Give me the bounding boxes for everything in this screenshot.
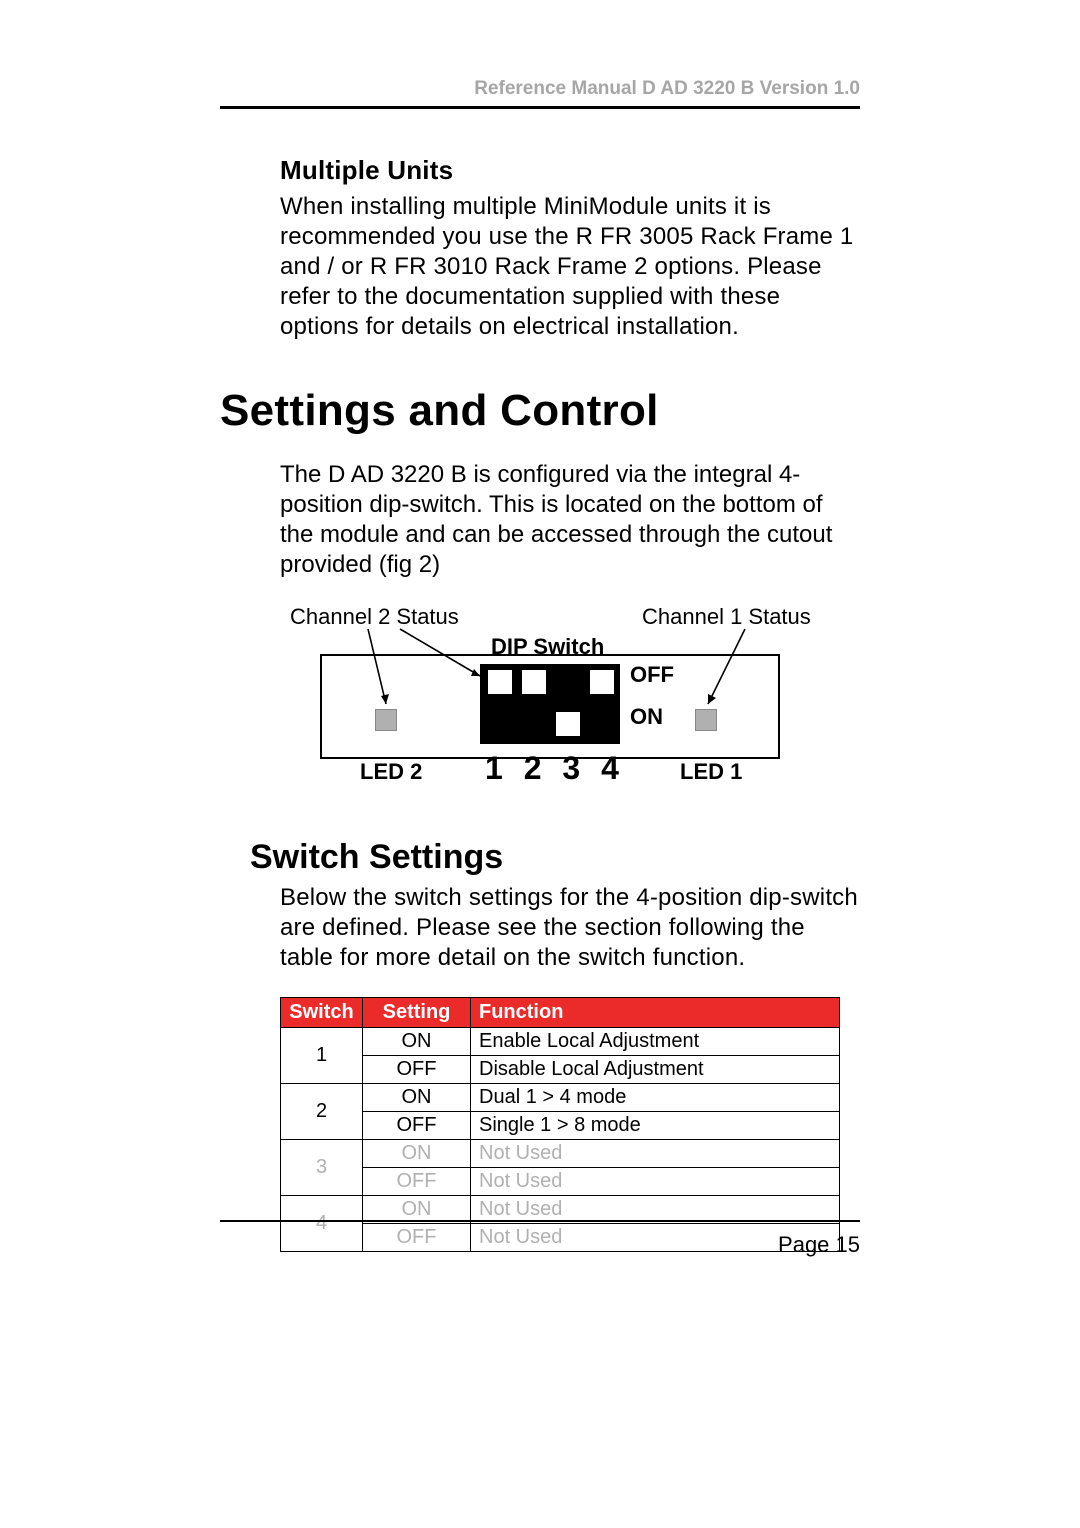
switch-settings-table: Switch Setting Function 1ONEnable Local … [280, 997, 840, 1252]
led-2 [375, 709, 397, 731]
running-header: Reference Manual D AD 3220 B Version 1.0 [220, 78, 860, 109]
col-function: Function [471, 998, 840, 1028]
page-number: Page 15 [220, 1232, 860, 1258]
dip-switch-diagram: Channel 2 Status Channel 1 Status DIP Sw… [280, 604, 840, 794]
cell-function: Not Used [471, 1140, 840, 1168]
section-multiple-units: Multiple Units When installing multiple … [220, 155, 860, 342]
cell-function: Single 1 > 8 mode [471, 1112, 840, 1140]
table-row: OFFSingle 1 > 8 mode [281, 1112, 840, 1140]
label-channel-2-status: Channel 2 Status [290, 604, 459, 630]
dip-switch-4 [590, 670, 614, 694]
cell-setting: ON [363, 1084, 471, 1112]
intro-settings-and-control: The D AD 3220 B is configured via the in… [280, 460, 860, 580]
table-row: OFFDisable Local Adjustment [281, 1056, 840, 1084]
label-dip-numbers: 1 2 3 4 [485, 750, 625, 787]
dip-switch-1 [488, 670, 512, 694]
dip-switch-3 [556, 712, 580, 736]
cell-setting: ON [363, 1028, 471, 1056]
col-setting: Setting [363, 998, 471, 1028]
heading-settings-and-control: Settings and Control [220, 386, 860, 436]
cell-function: Dual 1 > 4 mode [471, 1084, 840, 1112]
body-multiple-units: When installing multiple MiniModule unit… [280, 192, 860, 342]
table-row: 2ONDual 1 > 4 mode [281, 1084, 840, 1112]
label-led-2: LED 2 [360, 759, 422, 785]
cell-switch: 3 [281, 1140, 363, 1196]
cell-switch: 2 [281, 1084, 363, 1140]
cell-function: Enable Local Adjustment [471, 1028, 840, 1056]
cell-switch: 1 [281, 1028, 363, 1084]
table-row: OFFNot Used [281, 1168, 840, 1196]
footer-rule [220, 1220, 860, 1222]
col-switch: Switch [281, 998, 363, 1028]
heading-switch-settings: Switch Settings [250, 838, 860, 877]
label-channel-1-status: Channel 1 Status [642, 604, 811, 630]
label-led-1: LED 1 [680, 759, 742, 785]
dip-switch-2 [522, 670, 546, 694]
label-on: ON [630, 704, 663, 730]
table-header-row: Switch Setting Function [281, 998, 840, 1028]
cell-setting: ON [363, 1140, 471, 1168]
intro-switch-settings: Below the switch settings for the 4-posi… [280, 883, 860, 973]
table-row: 3ONNot Used [281, 1140, 840, 1168]
cell-function: Disable Local Adjustment [471, 1056, 840, 1084]
cell-setting: OFF [363, 1056, 471, 1084]
cell-setting: OFF [363, 1168, 471, 1196]
cell-setting: OFF [363, 1112, 471, 1140]
led-1 [695, 709, 717, 731]
cell-function: Not Used [471, 1168, 840, 1196]
label-off: OFF [630, 662, 674, 688]
table-row: 1ONEnable Local Adjustment [281, 1028, 840, 1056]
heading-multiple-units: Multiple Units [280, 155, 860, 186]
